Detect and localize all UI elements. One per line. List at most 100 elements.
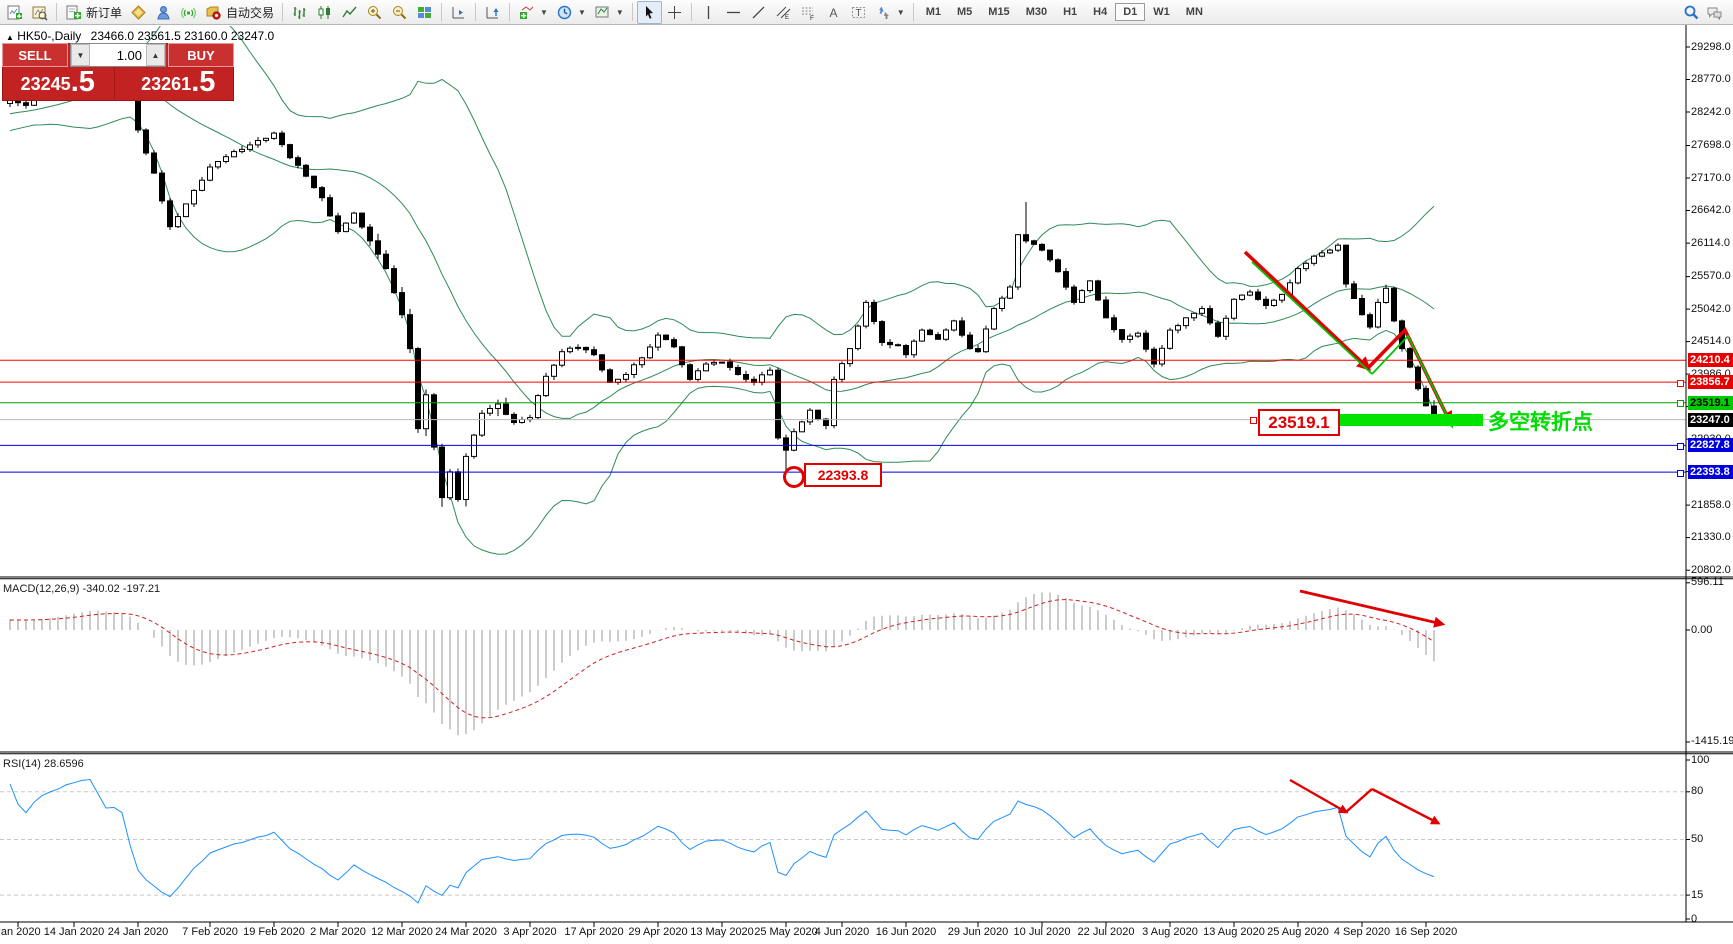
low-marker-circle[interactable] (783, 466, 805, 488)
price-axis-tick: 28242.0 (1691, 105, 1731, 118)
line-chart-button[interactable] (337, 1, 362, 24)
crosshair-button[interactable] (662, 1, 687, 24)
arrows-dropdown-arrow: ▼ (896, 7, 905, 17)
pivot-price-label[interactable]: 23519.1 (1258, 409, 1340, 436)
timeframe-h4[interactable]: H4 (1093, 6, 1108, 18)
indicators-dropdown-arrow: ▼ (540, 7, 548, 17)
date-axis-label: 24 Mar 2020 (435, 926, 497, 938)
search-icon[interactable] (1683, 4, 1700, 21)
zoom-out-icon (393, 5, 407, 19)
toolbar-separator (441, 3, 443, 21)
indicators-button[interactable]: ▼ (514, 1, 552, 24)
periods-button[interactable]: ▼ (552, 1, 590, 24)
pivot-line-handle[interactable] (1250, 417, 1257, 424)
low-price-label[interactable]: 22393.8 (804, 463, 882, 487)
trendline-icon (752, 6, 765, 18)
timeframe-h1[interactable]: H1 (1063, 6, 1078, 18)
pivot-text-label[interactable]: 多空转折点 (1488, 411, 1593, 434)
chart-window[interactable]: ▲ HK50-,Daily 23466.0 23561.5 23160.0 23… (0, 25, 1733, 944)
horizontal-line-button[interactable] (721, 1, 746, 24)
rsi-label: RSI(14) 28.6596 (3, 758, 84, 770)
timeframe-mn[interactable]: MN (1185, 6, 1203, 18)
svg-text:F: F (810, 15, 814, 21)
vertical-line-icon (707, 5, 709, 19)
price-axis-tick: 20802.0 (1691, 563, 1731, 576)
cursor-button[interactable] (636, 0, 662, 24)
profiles-button[interactable] (27, 1, 52, 24)
toolbar-separator (56, 3, 57, 21)
text-icon: A (829, 6, 837, 20)
tile-windows-icon (418, 6, 432, 18)
toolbar-separator (912, 3, 914, 21)
volume-input[interactable] (90, 44, 146, 66)
zoom-out-button[interactable] (387, 1, 412, 24)
date-axis-label: 7 Feb 2020 (182, 926, 238, 938)
text-label-button[interactable]: T (846, 1, 871, 24)
toolbar-separator (282, 3, 284, 21)
autotrading-button[interactable]: 自动交易 (201, 1, 278, 24)
chat-icon[interactable] (1706, 4, 1723, 21)
candlestick-button[interactable] (312, 1, 337, 24)
date-axis-label: 13 Aug 2020 (1203, 926, 1265, 938)
pivot-highlight-bar[interactable] (1339, 414, 1483, 426)
templates-button[interactable]: ▼ (590, 1, 628, 24)
line-handle[interactable] (1677, 400, 1684, 408)
new-order-icon (66, 5, 81, 19)
timeframe-m1[interactable]: M1 (925, 6, 941, 18)
chart-canvas[interactable] (0, 25, 1733, 944)
sell-button[interactable]: SELL (2, 43, 68, 67)
timeframe-w1[interactable]: W1 (1153, 6, 1170, 18)
timeframe-m30[interactable]: M30 (1025, 6, 1048, 18)
autotrading-icon (206, 6, 221, 20)
timeframe-m5[interactable]: M5 (957, 6, 973, 18)
timeframe-m15[interactable]: M15 (988, 6, 1010, 18)
metaeditor-button[interactable] (151, 1, 176, 24)
zoom-in-icon (368, 5, 382, 19)
zoom-in-button[interactable] (362, 1, 387, 24)
date-axis-label: 12 Mar 2020 (371, 926, 433, 938)
line-handle[interactable] (1677, 469, 1684, 477)
chart-icon: ▲ (6, 33, 14, 42)
equidistant-channel-button[interactable]: E (771, 1, 796, 24)
fibonacci-button[interactable]: F (796, 1, 821, 24)
price-axis-tick: 21858.0 (1691, 498, 1731, 511)
rsi-axis-tick: 100 (1691, 753, 1710, 766)
clock-icon (557, 5, 572, 19)
toolbar-separator (475, 3, 477, 21)
chart-shift-button[interactable] (446, 1, 471, 24)
editor-button[interactable] (126, 1, 151, 24)
volume-decrease-button[interactable]: ▼ (71, 44, 90, 66)
macd-axis-tick: 0.00 (1691, 623, 1713, 636)
date-axis-label: 24 Jan 2020 (107, 926, 169, 938)
buy-price[interactable]: 23261.5 (141, 66, 216, 98)
ohlc-high: 23561.5 (137, 29, 181, 43)
toolbar-separator (631, 3, 633, 21)
tile-windows-button[interactable] (412, 1, 437, 24)
buy-button[interactable]: BUY (168, 43, 234, 67)
vertical-line-button[interactable] (696, 1, 721, 24)
line-handle[interactable] (1677, 379, 1684, 387)
trendline-button[interactable] (746, 1, 771, 24)
timeframe-d1[interactable]: D1 (1115, 3, 1146, 21)
price-axis-tick: 25042.0 (1691, 302, 1731, 315)
rsi-axis-tick: 0 (1691, 912, 1698, 925)
arrows-button[interactable]: ▼ (871, 1, 909, 24)
macd-axis-tick: 596.11 (1691, 576, 1724, 589)
editor-icon (131, 4, 146, 20)
text-label-icon: T (851, 6, 865, 19)
text-button[interactable]: A (821, 1, 846, 24)
line-handle[interactable] (1677, 442, 1684, 450)
indicators-icon (520, 5, 534, 19)
auto-scroll-button[interactable] (480, 1, 505, 24)
bar-chart-button[interactable] (287, 1, 312, 24)
new-chart-button[interactable] (2, 1, 27, 24)
new-order-label: 新订单 (86, 5, 123, 20)
svg-text:T: T (855, 8, 861, 19)
chart-symbol: HK50-,Daily (17, 29, 82, 43)
date-axis-label: 19 Feb 2020 (243, 926, 305, 938)
volume-increase-button[interactable]: ▲ (146, 44, 165, 66)
new-order-button[interactable]: 新订单 (61, 1, 126, 24)
sell-price[interactable]: 23245.5 (2, 67, 115, 99)
signals-button[interactable] (176, 1, 201, 24)
